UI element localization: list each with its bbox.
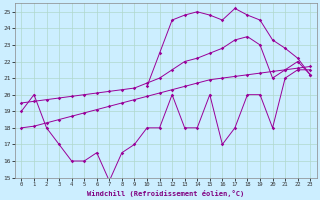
X-axis label: Windchill (Refroidissement éolien,°C): Windchill (Refroidissement éolien,°C) (87, 190, 244, 197)
